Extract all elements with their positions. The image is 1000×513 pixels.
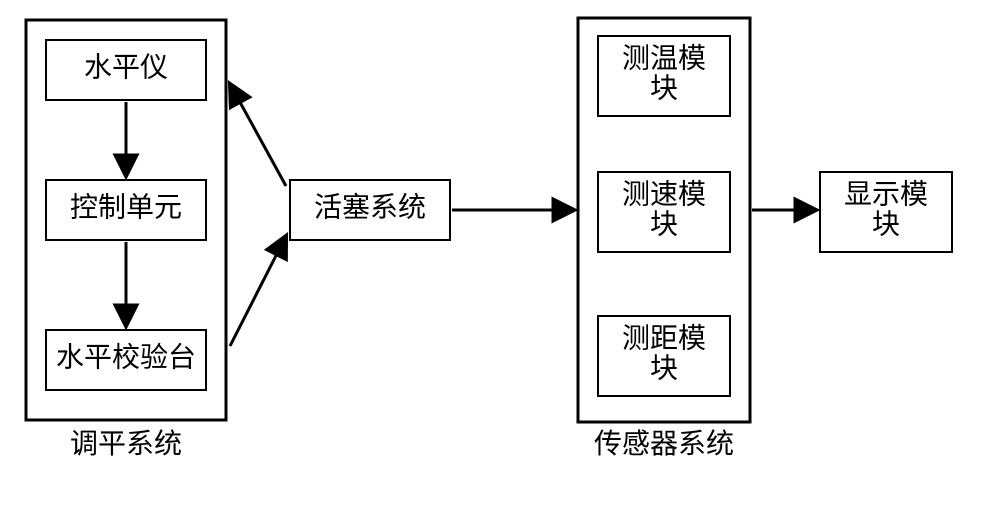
node-display-line0: 显示模 — [844, 178, 928, 210]
node-temp-line0: 测温模 — [622, 42, 706, 74]
node-display: 显示模块 — [820, 172, 952, 252]
node-temp: 测温模块 — [598, 36, 730, 116]
node-display-line1: 块 — [872, 209, 900, 240]
node-speed: 测速模块 — [598, 172, 730, 252]
node-dist-line0: 测距模 — [622, 322, 706, 354]
group-leveling-label: 调平系统 — [70, 428, 182, 460]
node-control_unit: 控制单元 — [46, 180, 206, 240]
arrow-platform-to-piston — [230, 236, 286, 346]
node-speed-line1: 块 — [650, 209, 678, 240]
node-piston: 活塞系统 — [290, 180, 450, 240]
node-speed-line0: 测速模 — [622, 178, 706, 210]
node-platform-line0: 水平校验台 — [56, 341, 196, 373]
node-level_gauge-line0: 水平仪 — [84, 51, 168, 83]
node-level_gauge: 水平仪 — [46, 40, 206, 100]
node-dist: 测距模块 — [598, 316, 730, 396]
node-platform: 水平校验台 — [46, 330, 206, 390]
node-dist-line1: 块 — [650, 353, 678, 384]
node-piston-line0: 活塞系统 — [314, 191, 426, 223]
arrow-piston-to-leveling_top — [230, 84, 286, 186]
node-control_unit-line0: 控制单元 — [70, 191, 182, 223]
node-temp-line1: 块 — [650, 73, 678, 104]
group-sensor-label: 传感器系统 — [594, 428, 734, 460]
